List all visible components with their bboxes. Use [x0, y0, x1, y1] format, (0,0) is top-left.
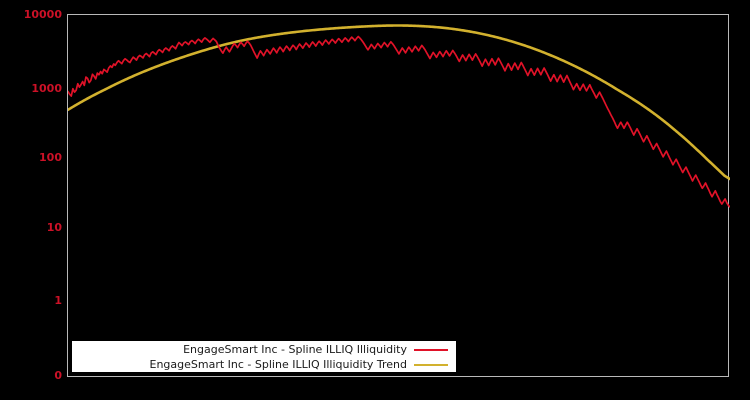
- y-axis-tick-label: 100: [39, 151, 62, 164]
- legend-line-swatch-trend: [414, 363, 448, 366]
- series-line-trend: [68, 24, 730, 181]
- legend-label-illiquidity: EngageSmart Inc - Spline ILLIQ Illiquidi…: [183, 343, 407, 356]
- legend-entry-illiquidity[interactable]: EngageSmart Inc - Spline ILLIQ Illiquidi…: [72, 342, 456, 357]
- chart-legend: EngageSmart Inc - Spline ILLIQ Illiquidi…: [72, 341, 456, 372]
- plot-svg: [68, 24, 730, 208]
- series-line-illiquidity: [68, 35, 730, 208]
- y-axis-tick-label: 10: [46, 221, 62, 234]
- y-axis: 10000 1000 100 10 1 0: [0, 0, 62, 400]
- y-axis-tick-label: 10000: [23, 8, 62, 21]
- plot-area: [67, 14, 730, 377]
- legend-entry-trend[interactable]: EngageSmart Inc - Spline ILLIQ Illiquidi…: [72, 357, 456, 372]
- y-axis-tick-label: 0: [54, 369, 62, 382]
- legend-line-swatch-illiquidity: [414, 348, 448, 351]
- legend-label-trend: EngageSmart Inc - Spline ILLIQ Illiquidi…: [149, 358, 408, 371]
- y-axis-tick-label: 1000: [31, 82, 62, 95]
- y-axis-tick-label: 1: [54, 294, 62, 307]
